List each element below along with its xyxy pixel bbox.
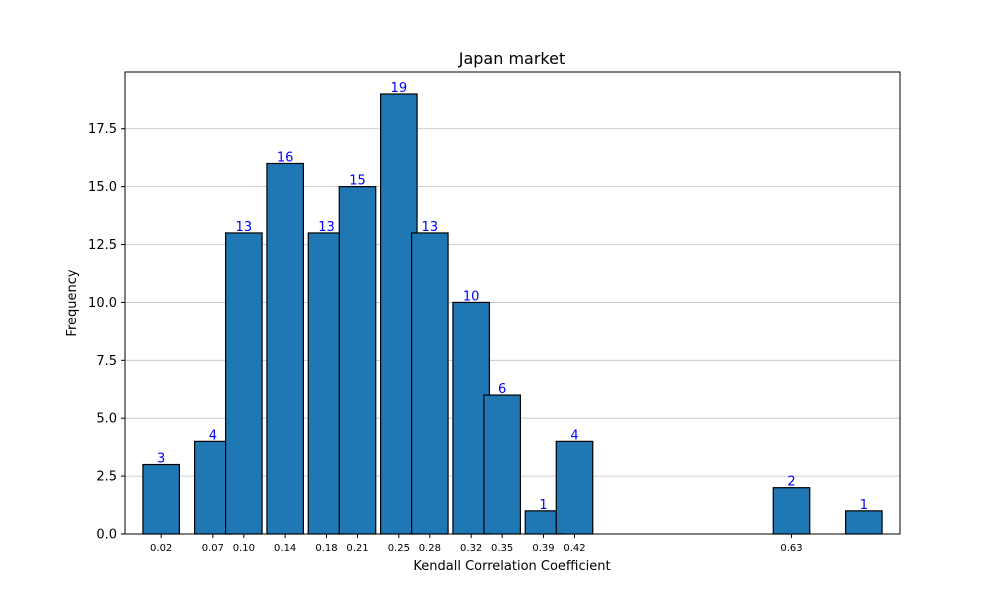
x-tick-label: 0.39: [532, 543, 554, 554]
y-tick-label: 0.0: [96, 528, 117, 543]
y-axis-label: Frequency: [65, 269, 80, 336]
bar-value-label: 13: [318, 220, 335, 235]
bar-value-label: 4: [209, 428, 217, 443]
bar-value-label: 4: [570, 428, 578, 443]
x-tick-label: 0.32: [460, 543, 482, 554]
histogram-bar: [379, 93, 418, 535]
y-tick-label: 7.5: [96, 354, 117, 369]
x-tick-label: 0.21: [346, 543, 368, 554]
x-tick-label: 0.14: [274, 543, 296, 554]
bars: [142, 93, 883, 535]
x-tick-label: 0.18: [315, 543, 337, 554]
histogram-bar: [307, 232, 346, 535]
bar-value-label: 6: [498, 382, 506, 397]
histogram-bar: [844, 510, 883, 535]
x-tick-label: 0.10: [233, 543, 255, 554]
histogram-bar: [142, 463, 181, 535]
x-tick-label: 0.07: [202, 543, 224, 554]
histogram-bar: [224, 232, 263, 535]
x-tick-label: 0.25: [388, 543, 410, 554]
x-axis-label: Kendall Correlation Coefficient: [413, 559, 610, 574]
histogram-bar: [772, 487, 811, 535]
bar-value-label: 13: [422, 220, 439, 235]
y-axis: 0.0 2.5 5.0 7.5 10.0 12.5 15.0 17.5: [88, 122, 125, 543]
histogram-bar: [338, 186, 377, 535]
y-tick-label: 10.0: [88, 296, 117, 311]
plot-frame: [124, 71, 901, 535]
x-tick-label: 0.02: [150, 543, 172, 554]
bar-value-label: 1: [860, 498, 868, 513]
y-tick-label: 15.0: [88, 180, 117, 195]
histogram-bar: [266, 162, 305, 535]
x-tick-label: 0.42: [563, 543, 585, 554]
x-tick-label: 0.35: [491, 543, 513, 554]
chart-title: Japan market: [458, 49, 566, 68]
bar-value-label: 15: [349, 174, 366, 189]
y-tick-label: 5.0: [96, 412, 117, 427]
y-tick-label: 2.5: [96, 470, 117, 485]
x-axis: 0.02 0.07 0.10 0.14 0.18 0.21 0.25 0.28 0.32 0.35…: [150, 534, 803, 554]
bar-value-label: 13: [236, 220, 253, 235]
bar-value-label: 3: [157, 452, 165, 467]
bar-value-label: 10: [463, 289, 480, 304]
x-tick-label: 0.63: [780, 543, 802, 554]
bar-value-label: 2: [787, 475, 795, 490]
bar-value-label: 16: [277, 150, 294, 165]
bar-value-label: 19: [391, 81, 408, 96]
bar-value-label: 1: [539, 498, 547, 513]
y-tick-label: 17.5: [88, 122, 117, 137]
histogram-bar: [483, 394, 522, 535]
histogram-bar: [452, 301, 491, 535]
histogram-bar: [410, 232, 449, 535]
y-tick-label: 12.5: [88, 238, 117, 253]
bar-value-labels: 3 4 13 16 13 15 19 13 10 6 1 4 2 1: [157, 81, 868, 513]
histogram-bar: [555, 440, 594, 535]
x-tick-label: 0.28: [419, 543, 441, 554]
